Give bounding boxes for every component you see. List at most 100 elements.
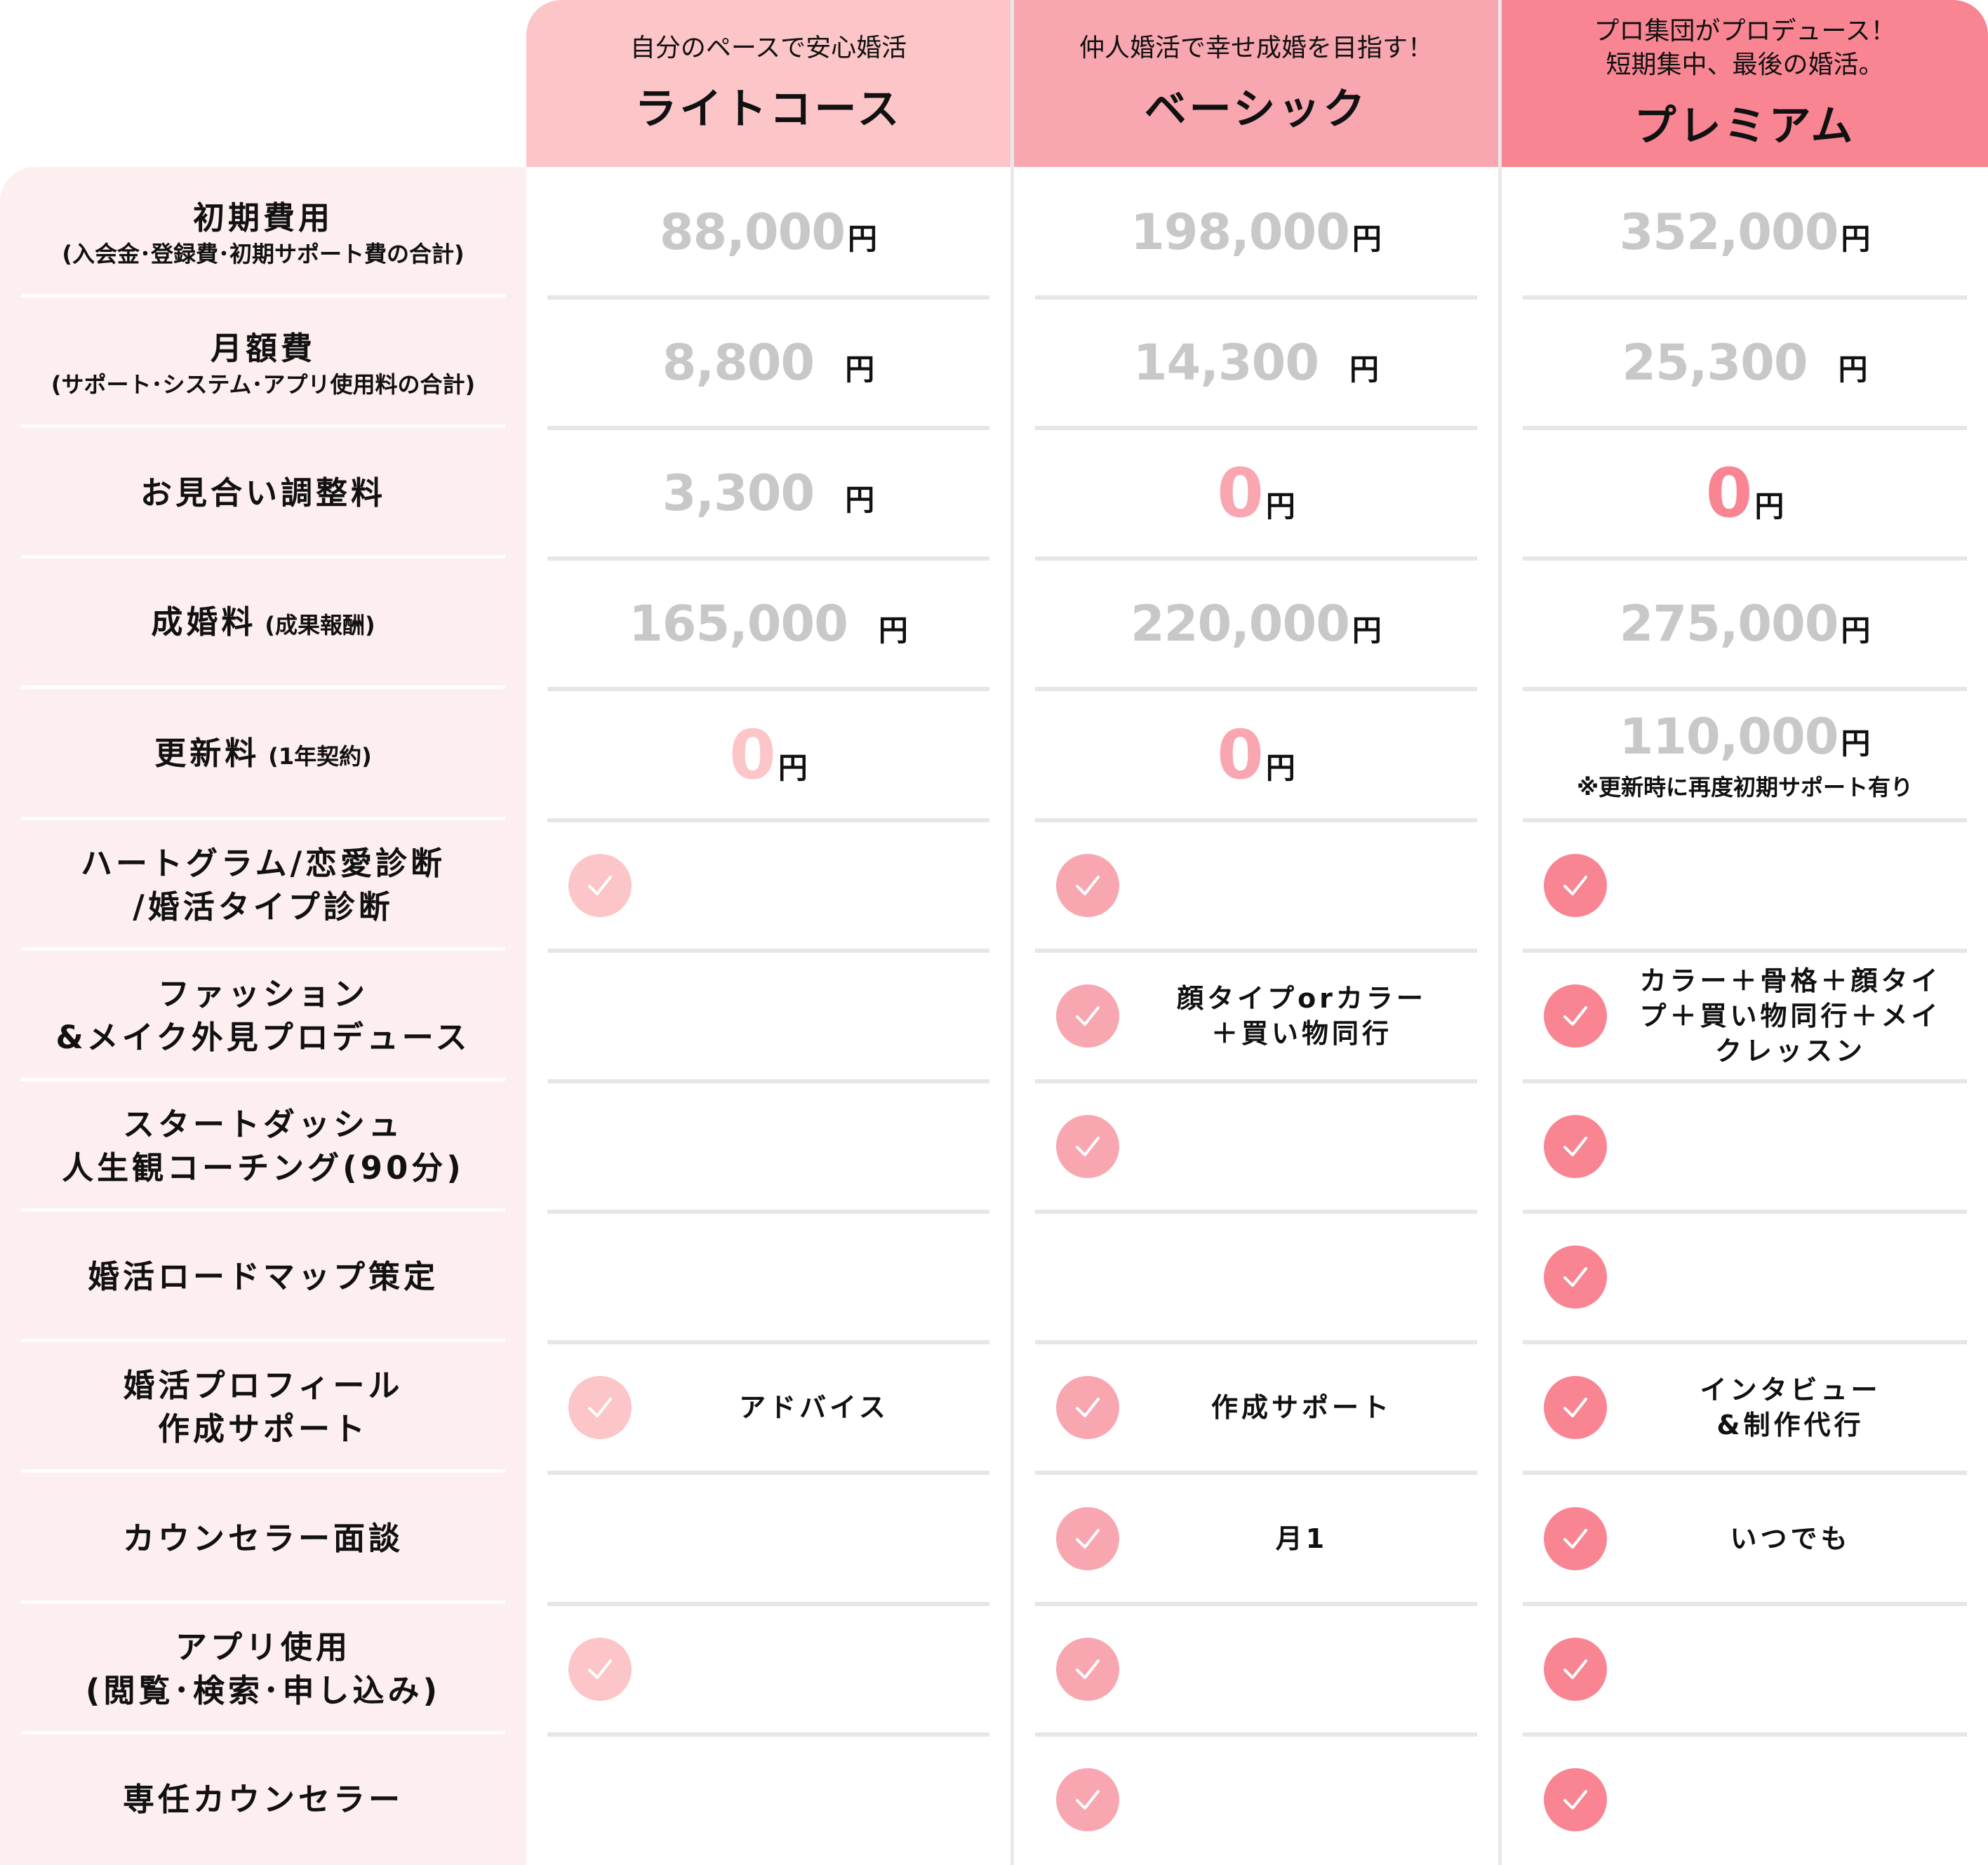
check-icon xyxy=(1544,1767,1607,1831)
price-unit: 円 xyxy=(845,352,875,387)
price-unit: 円 xyxy=(1838,352,1868,387)
row-divider xyxy=(1523,1210,1967,1215)
price-note: ※更新時に再度初期サポート有り xyxy=(1576,773,1914,801)
price-unit: 円 xyxy=(1265,489,1295,524)
price-value: 220,000 xyxy=(1130,595,1350,653)
row-divider xyxy=(21,947,505,951)
row-divider xyxy=(1523,1471,1967,1476)
feature-name: 更新料 (1年契約) xyxy=(154,732,372,778)
row-divider xyxy=(21,555,505,559)
feature-name-text: /婚活タイプ診断 xyxy=(133,888,394,925)
plan-cell-premium xyxy=(1502,1212,1988,1345)
plan-cell-premium xyxy=(1502,1734,1988,1865)
price-value: 352,000 xyxy=(1619,203,1839,261)
price-unit: 円 xyxy=(1265,750,1295,785)
row-divider xyxy=(547,1340,989,1345)
table-row: お見合い調整料 3,300 円 0 円 0 円 xyxy=(0,428,1988,561)
row-divider xyxy=(547,556,989,561)
price-line: 165,000 円 xyxy=(629,595,908,653)
check-icon xyxy=(1056,1767,1119,1831)
table-row: ファッション &メイク外見プロデュース 顔タイプorカラー ＋買い物同行 カラー＋骨格… xyxy=(0,951,1988,1083)
price-line: 198,000 円 xyxy=(1130,203,1382,261)
check-icon xyxy=(1056,1506,1119,1570)
plan-tagline: 仲人婚活で幸せ成婚を目指す！ xyxy=(1079,33,1433,62)
table-row: 更新料 (1年契約) 0 円 0 円 110,000 円 ※更新時に再度初期サポート有り xyxy=(0,690,1988,822)
feature-name: お見合い調整料 xyxy=(140,472,386,515)
plan-header-premium: プロ集団がプロデュース！ 短期集中、最後の婚活。 プレミアム xyxy=(1502,0,1988,167)
check-icon xyxy=(1056,1637,1119,1701)
row-divider xyxy=(1035,1078,1477,1083)
table-row: カウンセラー面談 月1 いつでも xyxy=(0,1473,1988,1606)
feature-label: 婚活ロードマップ策定 xyxy=(0,1212,526,1343)
price-line: 3,300 円 xyxy=(662,464,874,522)
row-divider xyxy=(1035,948,1477,953)
plan-tagline: 自分のペースで安心婚活 xyxy=(629,33,907,62)
feature-name: /婚活タイプ診断 xyxy=(133,885,393,929)
row-divider xyxy=(1035,556,1477,561)
feature-detail: いつでも xyxy=(1730,1523,1851,1554)
price-line: 352,000 円 xyxy=(1620,203,1871,261)
feature-name-text: ハートグラム/恋愛診断 xyxy=(80,844,446,882)
plan-tagline: プロ集団がプロデュース！ xyxy=(1594,16,1896,46)
price-unit: 円 xyxy=(1352,613,1382,648)
feature-label: 成婚料 (成果報酬) xyxy=(0,559,526,690)
table-row: 月額費 (サポート･システム･アプリ使用料の合計) 8,800 円 14,300 円 25,… xyxy=(0,298,1988,431)
plan-cell-basic: 月1 xyxy=(1014,1473,1498,1606)
feature-name-text: お見合い調整料 xyxy=(140,474,386,512)
row-divider xyxy=(1035,426,1477,431)
plan-name: ベーシック xyxy=(1144,84,1368,134)
feature-label: 専任カウンセラー xyxy=(0,1734,526,1865)
row-divider xyxy=(21,1730,505,1734)
plan-cell-light: 3,300 円 xyxy=(526,428,1010,561)
feature-label: ファッション &メイク外見プロデュース xyxy=(0,951,526,1081)
price-line: 275,000 円 xyxy=(1620,595,1871,653)
check-icon xyxy=(568,853,632,917)
feature-detail: アドバイス xyxy=(739,1392,889,1424)
plan-cell-light: 8,800 円 xyxy=(526,298,1010,431)
feature-name-text: カウンセラー面談 xyxy=(122,1519,403,1557)
row-divider xyxy=(547,426,989,431)
feature-name: ハートグラム/恋愛診断 xyxy=(81,842,446,885)
row-divider xyxy=(1035,687,1477,692)
row-divider xyxy=(1523,1340,1967,1345)
feature-name: (閲覧･検索･申し込み) xyxy=(86,1669,441,1713)
price-value: 110,000 xyxy=(1619,707,1839,766)
feature-name-text: &メイク外見プロデュース xyxy=(55,1018,471,1056)
row-divider xyxy=(21,1208,505,1212)
plan-cell-basic xyxy=(1014,1734,1498,1865)
check-icon xyxy=(1544,1245,1607,1309)
feature-name-text: スタートダッシュ xyxy=(122,1106,403,1144)
price: 25,300 円 xyxy=(1502,298,1988,428)
price: 3,300 円 xyxy=(526,428,1010,559)
feature-name: 婚活ロードマップ策定 xyxy=(88,1255,439,1299)
price: 110,000 円 ※更新時に再度初期サポート有り xyxy=(1502,690,1988,820)
feature-name-text: ファッション xyxy=(157,975,368,1012)
plan-tagline: 短期集中、最後の婚活。 xyxy=(1606,50,1884,79)
price-line: 14,300 円 xyxy=(1133,334,1379,392)
table-row: アプリ使用 (閲覧･検索･申し込み) xyxy=(0,1604,1988,1737)
feature-label: 月額費 (サポート･システム･アプリ使用料の合計) xyxy=(0,298,526,429)
column-divider xyxy=(1010,0,1014,1865)
row-divider xyxy=(547,1601,989,1606)
feature-detail: カラー＋骨格＋顔タイ プ＋買い物同行＋メイ クレッスン xyxy=(1639,965,1942,1067)
row-divider xyxy=(1523,817,1967,822)
price-value: 0 xyxy=(1705,454,1753,533)
feature-name-text: 更新料 xyxy=(154,734,260,772)
feature-detail: 作成サポート xyxy=(1210,1392,1392,1424)
price-unit: 円 xyxy=(1841,222,1871,256)
row-divider xyxy=(547,817,989,822)
plan-cell-premium: カラー＋骨格＋顔タイ プ＋買い物同行＋メイ クレッスン xyxy=(1502,951,1988,1083)
row-divider xyxy=(547,1732,989,1737)
plan-cell-light xyxy=(526,1081,1010,1215)
price-value: 165,000 xyxy=(629,595,848,653)
row-divider xyxy=(1035,1340,1477,1345)
plan-cell-premium: 110,000 円 ※更新時に再度初期サポート有り xyxy=(1502,690,1988,822)
price-value: 14,300 xyxy=(1133,334,1319,392)
